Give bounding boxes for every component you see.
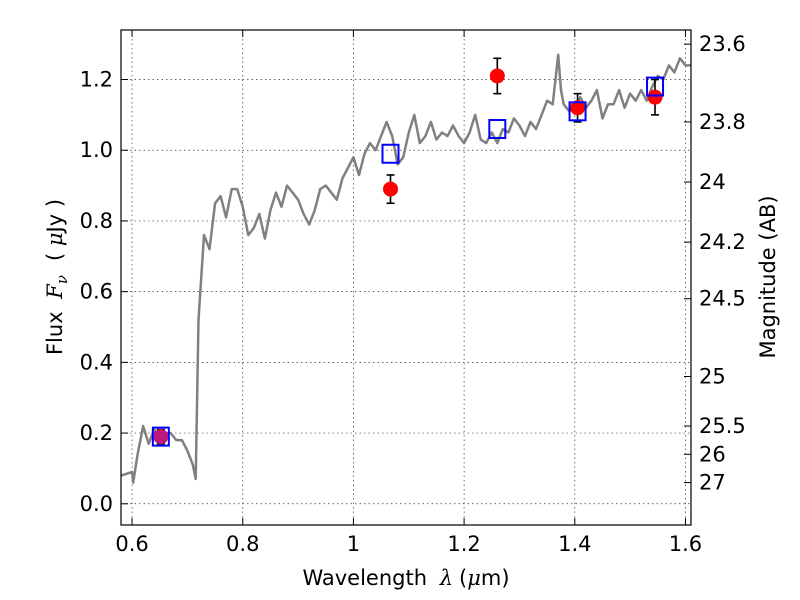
x-axis-label-unit-rest: m) bbox=[481, 566, 510, 590]
y2-tick-label: 26 bbox=[699, 442, 726, 466]
model-square bbox=[568, 101, 587, 122]
y2-tick-label: 25.5 bbox=[699, 414, 746, 438]
y2-tick-label: 24.5 bbox=[699, 287, 746, 311]
y-tick-label: 0.0 bbox=[80, 492, 113, 516]
x-axis-label-unit-symbol: μ bbox=[467, 566, 481, 590]
x-axis-label-unit-open: ( bbox=[459, 566, 467, 590]
y-axis-label-unit-open: ( bbox=[43, 246, 67, 261]
observed-point bbox=[570, 100, 586, 116]
y2-tick-label: 23.6 bbox=[699, 32, 746, 56]
y2-tick-label: 25 bbox=[699, 365, 726, 389]
y-axis-label-symbol: F bbox=[43, 283, 67, 300]
y-axis-label-unit-rest: Jy ) bbox=[43, 199, 67, 235]
y-tick-label: 1.2 bbox=[80, 68, 113, 92]
y2-tick-label: 24.2 bbox=[699, 230, 746, 254]
x-axis-label-text: Wavelength bbox=[302, 566, 433, 590]
y-tick-label: 0.2 bbox=[80, 421, 113, 445]
observed-point bbox=[489, 68, 505, 84]
x-tick-label: 1.2 bbox=[447, 532, 480, 556]
plot-frame bbox=[120, 29, 692, 526]
x-tick-label: 1.6 bbox=[669, 532, 702, 556]
y-tick-label: 0.4 bbox=[80, 350, 113, 374]
observed-point bbox=[383, 181, 399, 197]
x-tick-label: 1.4 bbox=[558, 532, 591, 556]
grid bbox=[121, 30, 691, 525]
y2-tick-label: 24 bbox=[699, 170, 726, 194]
x-axis-label-symbol: λ bbox=[439, 566, 453, 590]
markers bbox=[151, 68, 665, 447]
y-axis-label-subscript: ν bbox=[53, 275, 71, 284]
overlap-tint bbox=[153, 429, 169, 445]
x-axis-label: Wavelength λ (μm) bbox=[302, 566, 509, 590]
observed-point bbox=[647, 89, 663, 105]
y2-tick-label: 23.8 bbox=[699, 110, 746, 134]
model-square bbox=[646, 76, 665, 97]
axis-tick-labels: 0.6 0.8 1 1.2 1.4 1.6 0.0 0.2 0.4 0.6 0.8 1.0 1.2 23.… bbox=[80, 32, 746, 556]
spectrum-line bbox=[121, 53, 691, 484]
y2-axis-label: Magnitude (AB) bbox=[756, 195, 780, 358]
y-axis-label-text: Flux bbox=[43, 305, 67, 355]
y2-tick-label: 27 bbox=[699, 471, 726, 495]
axis-ticks bbox=[121, 30, 691, 525]
x-tick-label: 1 bbox=[347, 532, 360, 556]
model-square bbox=[381, 143, 400, 164]
x-tick-label: 0.6 bbox=[115, 532, 148, 556]
model-square bbox=[151, 426, 170, 447]
y-axis-label: Flux Fν ( μJy ) bbox=[43, 199, 71, 355]
x-tick-label: 0.8 bbox=[226, 532, 259, 556]
model-square bbox=[488, 119, 507, 139]
y-tick-label: 1.0 bbox=[80, 138, 113, 162]
y-tick-label: 0.6 bbox=[80, 280, 113, 304]
y-axis-label-unit-symbol: μ bbox=[43, 232, 67, 246]
plot-area bbox=[121, 53, 691, 484]
y-tick-label: 0.8 bbox=[80, 209, 113, 233]
